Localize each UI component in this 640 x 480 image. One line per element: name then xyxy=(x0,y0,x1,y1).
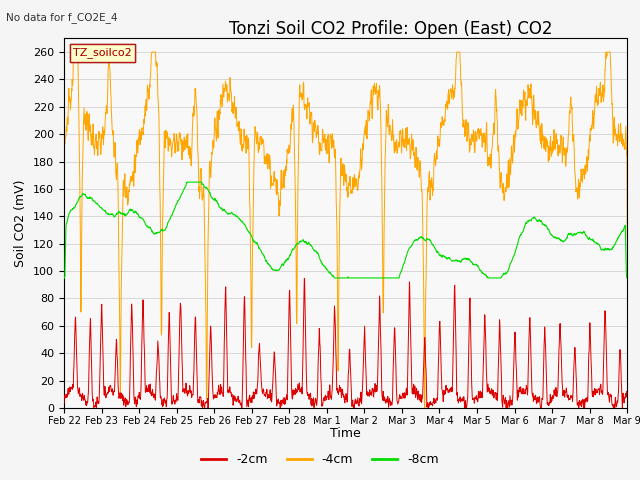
X-axis label: Time: Time xyxy=(330,427,361,440)
-2cm xyxy=(335,391,342,397)
-2cm xyxy=(607,394,615,399)
-2cm xyxy=(607,392,615,398)
Title: Tonzi Soil CO2 Profile: Open (East) CO2: Tonzi Soil CO2 Profile: Open (East) CO2 xyxy=(229,20,552,38)
-2cm xyxy=(319,395,327,401)
-4cm xyxy=(623,235,631,240)
-4cm xyxy=(60,227,68,233)
-8cm xyxy=(334,275,342,281)
Line: -2cm: -2cm xyxy=(64,278,627,408)
-8cm xyxy=(89,197,97,203)
-8cm xyxy=(607,246,615,252)
-4cm xyxy=(420,405,428,411)
-4cm xyxy=(334,368,342,374)
-4cm xyxy=(70,49,77,55)
Line: -8cm: -8cm xyxy=(64,182,627,278)
-8cm xyxy=(623,275,631,281)
-2cm xyxy=(93,405,100,411)
Legend: TZ_soilco2: TZ_soilco2 xyxy=(70,44,135,61)
-8cm xyxy=(183,179,191,185)
-4cm xyxy=(607,77,615,83)
Text: No data for f_CO2E_4: No data for f_CO2E_4 xyxy=(6,12,118,23)
-2cm xyxy=(301,276,308,281)
Y-axis label: Soil CO2 (mV): Soil CO2 (mV) xyxy=(15,180,28,267)
-2cm xyxy=(89,398,97,404)
-8cm xyxy=(319,263,327,268)
-8cm xyxy=(60,275,68,281)
Legend: -2cm, -4cm, -8cm: -2cm, -4cm, -8cm xyxy=(196,448,444,471)
-4cm xyxy=(607,86,615,92)
-4cm xyxy=(89,121,97,127)
-2cm xyxy=(504,401,512,407)
Line: -4cm: -4cm xyxy=(64,52,627,408)
-8cm xyxy=(504,269,511,275)
-2cm xyxy=(60,401,68,407)
-4cm xyxy=(504,165,512,171)
-4cm xyxy=(319,137,327,143)
-2cm xyxy=(623,395,631,400)
-8cm xyxy=(607,246,614,252)
